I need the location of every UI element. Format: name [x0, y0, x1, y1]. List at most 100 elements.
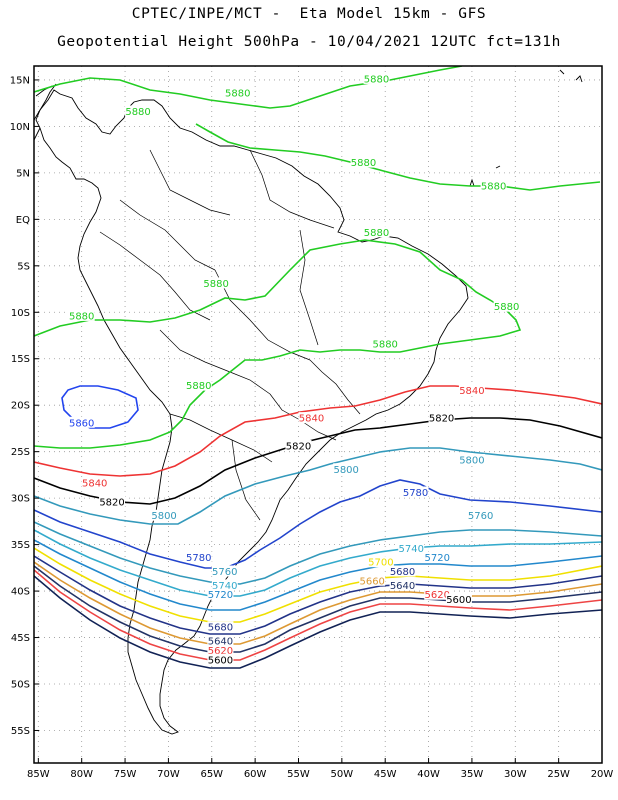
contour-label-bg — [480, 179, 507, 191]
contour-labels: 5880 5880 5880 5880 5880 5880 5880 5880 5880 5880… — [68, 72, 520, 666]
map-title-line-2: Geopotential Height 500hPa - 10/04/2021 … — [57, 34, 561, 50]
contour-label-bg — [207, 621, 234, 633]
contour-label-5840: 5840 — [299, 414, 324, 425]
contour-label-bg — [424, 551, 451, 563]
contour-label-5840: 5840 — [82, 479, 107, 490]
contour-5700 — [34, 547, 602, 623]
lon-tick-label: 25W — [547, 769, 570, 780]
contour-label-bg — [207, 635, 234, 647]
lat-tick-label: 45S — [11, 633, 30, 644]
contour-label-5640: 5640 — [390, 581, 415, 592]
contour-label-bg — [445, 593, 472, 605]
contour-label-5760: 5760 — [468, 511, 493, 522]
lat-tick-label: 40S — [11, 587, 30, 598]
contour-label-5720: 5720 — [208, 590, 233, 601]
contour-label-bg — [68, 416, 95, 428]
contour-label-5700: 5700 — [368, 558, 393, 569]
contour-5740 — [34, 529, 602, 597]
contour-label-5740: 5740 — [398, 544, 423, 555]
contour-label-5880: 5880 — [372, 339, 397, 350]
lat-tick-label: 25S — [11, 447, 30, 458]
lon-tick-label: 75W — [114, 769, 137, 780]
contour-label-bg — [363, 226, 390, 238]
contour-label-bg — [359, 574, 386, 586]
contour-label-5880: 5880 — [481, 181, 506, 192]
contour-label-5880: 5880 — [125, 107, 150, 118]
contour-label-bg — [298, 412, 325, 424]
contour-label-5880: 5880 — [364, 74, 389, 85]
contour-label-5660: 5660 — [359, 576, 384, 587]
contour-label-bg — [398, 542, 425, 554]
contour-label-bg — [424, 588, 451, 600]
contour-label-bg — [185, 379, 212, 391]
lat-tick-label: 10N — [10, 122, 30, 133]
lat-tick-label: 15S — [11, 354, 30, 365]
contour-label-bg — [203, 277, 230, 289]
contour-label-bg — [467, 509, 494, 521]
contour-label-bg — [99, 495, 126, 507]
contour-5600 — [34, 575, 602, 669]
contour-label-bg — [350, 156, 377, 168]
map-title-line-1: CPTEC/INPE/MCT - Eta Model 15km - GFS — [131, 6, 487, 22]
contour-label-bg — [151, 509, 178, 521]
lat-tick-label: 5N — [16, 168, 30, 179]
contour-label-bg — [81, 477, 108, 489]
contour-label-5840: 5620 — [208, 646, 233, 657]
lat-tick-label: 20S — [11, 401, 30, 412]
contour-label-5800: 5800 — [333, 465, 358, 476]
contour-label-bg — [68, 309, 95, 321]
contour-label-5640: 5640 — [208, 637, 233, 648]
lon-tick-label: 80W — [70, 769, 93, 780]
contour-label-bg — [207, 588, 234, 600]
caribbean-islands — [469, 69, 583, 187]
contour-label-bg — [125, 105, 152, 117]
lon-tick-label: 30W — [504, 769, 527, 780]
contour-label-5820: 5820 — [99, 497, 124, 508]
contour-label-5780: 5780 — [403, 488, 428, 499]
contour-label-5880: 5880 — [351, 158, 376, 169]
contour-label-5840: 5620 — [425, 590, 450, 601]
contour-5620 — [34, 569, 602, 661]
lat-tick-label: 15N — [10, 75, 30, 86]
contour-label-bg — [333, 463, 360, 475]
contour-5680 — [34, 555, 602, 635]
contour-label-5760: 5760 — [212, 567, 237, 578]
lat-tick-label: 35S — [11, 540, 30, 551]
contour-5760 — [34, 521, 602, 585]
contour-label-5680: 5680 — [390, 567, 415, 578]
contour-label-5880: 5880 — [186, 381, 211, 392]
contour-label-bg — [389, 565, 416, 577]
contour-label-bg — [428, 412, 455, 424]
contour-5720 — [34, 539, 602, 611]
map-frame — [33, 65, 603, 764]
axis-ticks: 15N 10N 5N EQ 5S 10S 15S 20S 25S 30S 35S 40S 45S 50S 5… — [10, 75, 614, 780]
contour-label-bg — [211, 565, 238, 577]
contour-label-bg — [493, 300, 520, 312]
contour-label-5880: 5880 — [203, 279, 228, 290]
contour-label-bg — [285, 440, 312, 452]
contour-label-bg — [185, 551, 212, 563]
contour-label-5880: 5880 — [364, 228, 389, 239]
contour-label-5820: 5600 — [446, 595, 471, 606]
lon-tick-label: 35W — [461, 769, 484, 780]
contour-label-bg — [402, 486, 429, 498]
contour-5880-south — [34, 239, 522, 449]
lon-tick-label: 40W — [417, 769, 440, 780]
contour-label-bg — [389, 579, 416, 591]
lon-tick-label: 50W — [331, 769, 354, 780]
contour-label-5880: 5880 — [494, 302, 519, 313]
lon-tick-label: 45W — [374, 769, 397, 780]
contour-label-bg — [211, 579, 238, 591]
contour-label-5720: 5720 — [425, 553, 450, 564]
contour-5800 — [34, 447, 602, 525]
contour-label-5740: 5740 — [212, 581, 237, 592]
contour-label-5780: 5780 — [186, 553, 211, 564]
contour-label-5880: 5880 — [225, 88, 250, 99]
contour-label-5820: 5820 — [286, 442, 311, 453]
contour-label-bg — [207, 653, 234, 665]
contour-label-5680: 5680 — [208, 623, 233, 634]
lat-tick-label: 10S — [11, 308, 30, 319]
contour-label-5860: 5860 — [69, 418, 94, 429]
lat-tick-label: 5S — [17, 261, 30, 272]
